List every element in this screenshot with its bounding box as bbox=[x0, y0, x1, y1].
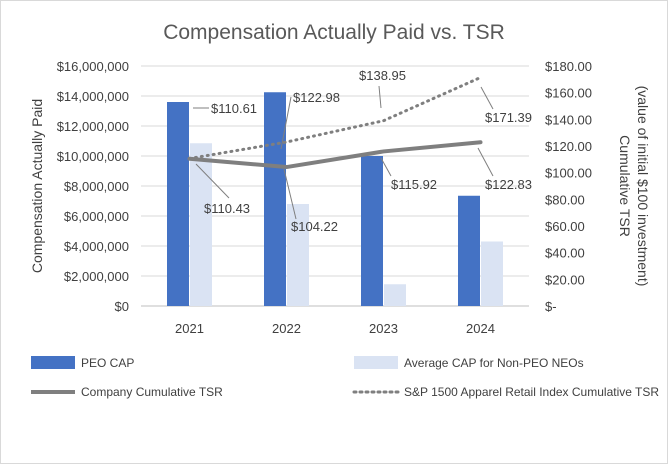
left-tick-label: $14,000,000 bbox=[57, 89, 129, 104]
non-peo-cap-bar bbox=[190, 143, 212, 306]
peo-cap-bar bbox=[264, 92, 286, 306]
x-axis-ticks: 2021 2022 2023 2024 bbox=[175, 321, 495, 336]
right-axis-label-line1: Cumulative TSR bbox=[617, 135, 633, 237]
left-tick-label: $4,000,000 bbox=[64, 239, 129, 254]
peo-cap-bar bbox=[361, 156, 383, 306]
company-tsr-data-label: $115.92 bbox=[391, 177, 437, 192]
tsr-lines bbox=[187, 75, 483, 170]
company-tsr-data-label: $110.43 bbox=[204, 201, 250, 216]
left-tick-label: $12,000,000 bbox=[57, 119, 129, 134]
left-tick-label: $2,000,000 bbox=[64, 269, 129, 284]
index-tsr-data-label: $138.95 bbox=[359, 68, 406, 83]
legend-swatch-non-peo-cap bbox=[354, 356, 398, 369]
left-axis-ticks: $0 $2,000,000 $4,000,000 $6,000,000 $8,000,0… bbox=[57, 59, 129, 314]
right-tick-label: $- bbox=[545, 299, 557, 314]
right-tick-label: $60.00 bbox=[545, 219, 585, 234]
right-axis-label-line2: (value of initial $100 investment) bbox=[635, 86, 651, 287]
non-peo-cap-bar bbox=[287, 204, 309, 306]
peo-cap-bar bbox=[458, 195, 480, 306]
annotation-leaders bbox=[193, 85, 494, 220]
non-peo-cap-bar bbox=[481, 241, 503, 306]
bars bbox=[167, 92, 503, 306]
x-tick-label: 2021 bbox=[175, 321, 204, 336]
left-tick-label: $6,000,000 bbox=[64, 209, 129, 224]
annotation-leader bbox=[283, 168, 297, 220]
left-tick-label: $0 bbox=[115, 299, 129, 314]
index-tsr-data-label: $122.98 bbox=[293, 90, 340, 105]
non-peo-cap-bar bbox=[384, 284, 406, 306]
legend-swatch-peo-cap bbox=[31, 356, 75, 369]
right-tick-label: $180.00 bbox=[545, 59, 592, 74]
x-tick-label: 2023 bbox=[369, 321, 398, 336]
legend-label-company-tsr: Company Cumulative TSR bbox=[81, 385, 223, 399]
peo-cap-bar bbox=[167, 102, 189, 306]
right-tick-label: $40.00 bbox=[545, 246, 585, 261]
annotation-leader bbox=[380, 157, 392, 177]
left-tick-label: $10,000,000 bbox=[57, 149, 129, 164]
right-tick-label: $120.00 bbox=[545, 139, 592, 154]
annotation-leader bbox=[280, 96, 292, 150]
company-tsr-data-label: $104.22 bbox=[291, 219, 338, 234]
index-tsr-data-label: $171.39 bbox=[485, 110, 532, 125]
annotation-leader bbox=[477, 147, 494, 177]
x-tick-label: 2022 bbox=[272, 321, 301, 336]
right-tick-label: $20.00 bbox=[545, 272, 585, 287]
legend-label-index-tsr: S&P 1500 Apparel Retail Index Cumulative… bbox=[404, 385, 659, 399]
left-tick-label: $8,000,000 bbox=[64, 179, 129, 194]
right-tick-label: $80.00 bbox=[545, 192, 585, 207]
annotation-leader bbox=[195, 163, 230, 199]
chart-title: Compensation Actually Paid vs. TSR bbox=[163, 21, 505, 44]
data-labels: $110.61 $122.98 $138.95 $171.39 $110.43 $104.… bbox=[204, 68, 532, 234]
index-tsr-data-label: $110.61 bbox=[211, 101, 257, 116]
index-tsr-line bbox=[188, 75, 482, 161]
right-tick-label: $160.00 bbox=[545, 86, 592, 101]
right-axis-ticks: $- $20.00 $40.00 $60.00 $80.00 $100.00 $120.00… bbox=[545, 59, 592, 314]
annotation-leader bbox=[378, 85, 382, 109]
x-tick-label: 2024 bbox=[466, 321, 495, 336]
company-tsr-data-label: $122.83 bbox=[485, 177, 532, 192]
left-tick-label: $16,000,000 bbox=[57, 59, 129, 74]
company-tsr-line bbox=[187, 140, 483, 170]
right-tick-label: $140.00 bbox=[545, 112, 592, 127]
left-axis-label: Compensation Actually Paid bbox=[29, 99, 45, 273]
legend-label-non-peo-cap: Average CAP for Non-PEO NEOs bbox=[404, 356, 584, 370]
annotation-leader bbox=[480, 86, 494, 110]
legend-label-peo-cap: PEO CAP bbox=[81, 356, 134, 370]
legend: PEO CAP Average CAP for Non-PEO NEOs Com… bbox=[31, 356, 659, 399]
right-tick-label: $100.00 bbox=[545, 166, 592, 181]
